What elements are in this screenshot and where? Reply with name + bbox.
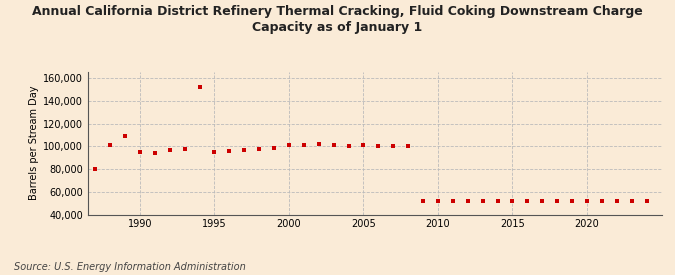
Point (433, 199, 443, 204)
Point (119, 134, 130, 138)
Point (612, 199, 622, 204)
Point (358, 143, 369, 147)
Point (328, 142, 339, 147)
Point (180, 147, 190, 151)
Point (164, 148, 175, 152)
Point (582, 199, 593, 204)
Point (626, 199, 637, 204)
Point (522, 199, 533, 204)
Point (418, 199, 429, 204)
Point (403, 144, 414, 148)
Point (343, 144, 354, 148)
Point (537, 199, 547, 204)
Point (209, 149, 220, 154)
Point (313, 142, 324, 146)
Point (462, 199, 473, 204)
Point (239, 148, 250, 152)
Point (373, 144, 384, 148)
Point (388, 144, 399, 148)
Y-axis label: Barrels per Stream Day: Barrels per Stream Day (29, 86, 38, 200)
Point (492, 199, 503, 204)
Text: Source: U.S. Energy Information Administration: Source: U.S. Energy Information Administ… (14, 262, 245, 272)
Text: Annual California District Refinery Thermal Cracking, Fluid Coking Downstream Ch: Annual California District Refinery Ther… (32, 6, 643, 34)
Point (298, 142, 309, 147)
Point (448, 199, 458, 204)
Point (134, 150, 145, 154)
Point (551, 199, 562, 204)
Point (597, 199, 608, 204)
Point (194, 85, 205, 89)
Point (269, 145, 279, 150)
Point (254, 147, 265, 151)
Point (105, 142, 115, 147)
Point (90, 167, 101, 171)
Point (284, 143, 294, 147)
Point (224, 149, 235, 153)
Point (641, 199, 652, 204)
Point (567, 199, 578, 204)
Point (507, 199, 518, 204)
Point (149, 151, 160, 155)
Point (477, 199, 488, 204)
